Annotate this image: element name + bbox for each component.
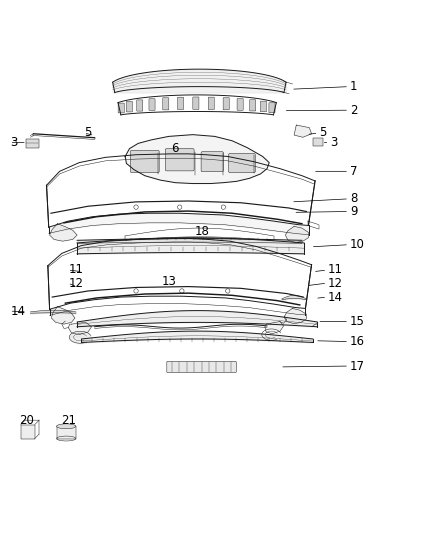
Text: 3: 3 (330, 136, 338, 149)
Text: 13: 13 (161, 275, 176, 288)
FancyBboxPatch shape (118, 103, 124, 113)
Text: 9: 9 (350, 205, 357, 218)
Ellipse shape (57, 424, 76, 429)
FancyBboxPatch shape (260, 101, 266, 112)
FancyBboxPatch shape (126, 101, 132, 112)
FancyBboxPatch shape (25, 139, 39, 148)
Text: 6: 6 (171, 142, 178, 155)
Text: 5: 5 (85, 126, 92, 140)
Text: 21: 21 (61, 414, 76, 427)
Text: 18: 18 (195, 225, 210, 238)
Text: 11: 11 (328, 263, 343, 277)
Polygon shape (68, 322, 92, 335)
FancyBboxPatch shape (223, 98, 229, 110)
Polygon shape (294, 125, 311, 138)
Text: 12: 12 (68, 277, 83, 289)
FancyBboxPatch shape (269, 103, 275, 113)
Text: 20: 20 (19, 414, 34, 427)
FancyBboxPatch shape (208, 97, 214, 110)
Text: 15: 15 (350, 315, 365, 328)
FancyBboxPatch shape (165, 149, 194, 171)
Polygon shape (125, 135, 269, 183)
FancyBboxPatch shape (177, 97, 184, 110)
Polygon shape (284, 309, 306, 324)
FancyBboxPatch shape (162, 98, 169, 110)
Polygon shape (51, 306, 75, 324)
FancyBboxPatch shape (131, 150, 159, 173)
FancyBboxPatch shape (193, 97, 199, 109)
FancyBboxPatch shape (137, 100, 143, 111)
Text: 12: 12 (328, 277, 343, 289)
Text: 5: 5 (319, 126, 327, 140)
Polygon shape (265, 321, 284, 334)
FancyBboxPatch shape (167, 361, 236, 373)
Polygon shape (49, 224, 77, 241)
FancyBboxPatch shape (250, 100, 256, 111)
Text: 7: 7 (350, 165, 357, 178)
Text: 8: 8 (350, 192, 357, 205)
Text: 10: 10 (350, 238, 365, 251)
Text: 3: 3 (11, 136, 18, 149)
Text: 14: 14 (11, 304, 25, 318)
Polygon shape (286, 227, 308, 243)
Text: 2: 2 (350, 104, 357, 117)
Text: 11: 11 (68, 263, 83, 277)
FancyBboxPatch shape (313, 138, 323, 146)
Text: 16: 16 (350, 335, 365, 348)
FancyBboxPatch shape (149, 99, 155, 110)
Text: 1: 1 (350, 80, 357, 93)
Bar (57, 426, 76, 439)
Text: 14: 14 (328, 290, 343, 304)
FancyBboxPatch shape (237, 99, 243, 110)
FancyBboxPatch shape (229, 154, 255, 173)
Bar (21, 425, 35, 439)
FancyBboxPatch shape (201, 152, 223, 172)
Text: 17: 17 (350, 360, 365, 373)
